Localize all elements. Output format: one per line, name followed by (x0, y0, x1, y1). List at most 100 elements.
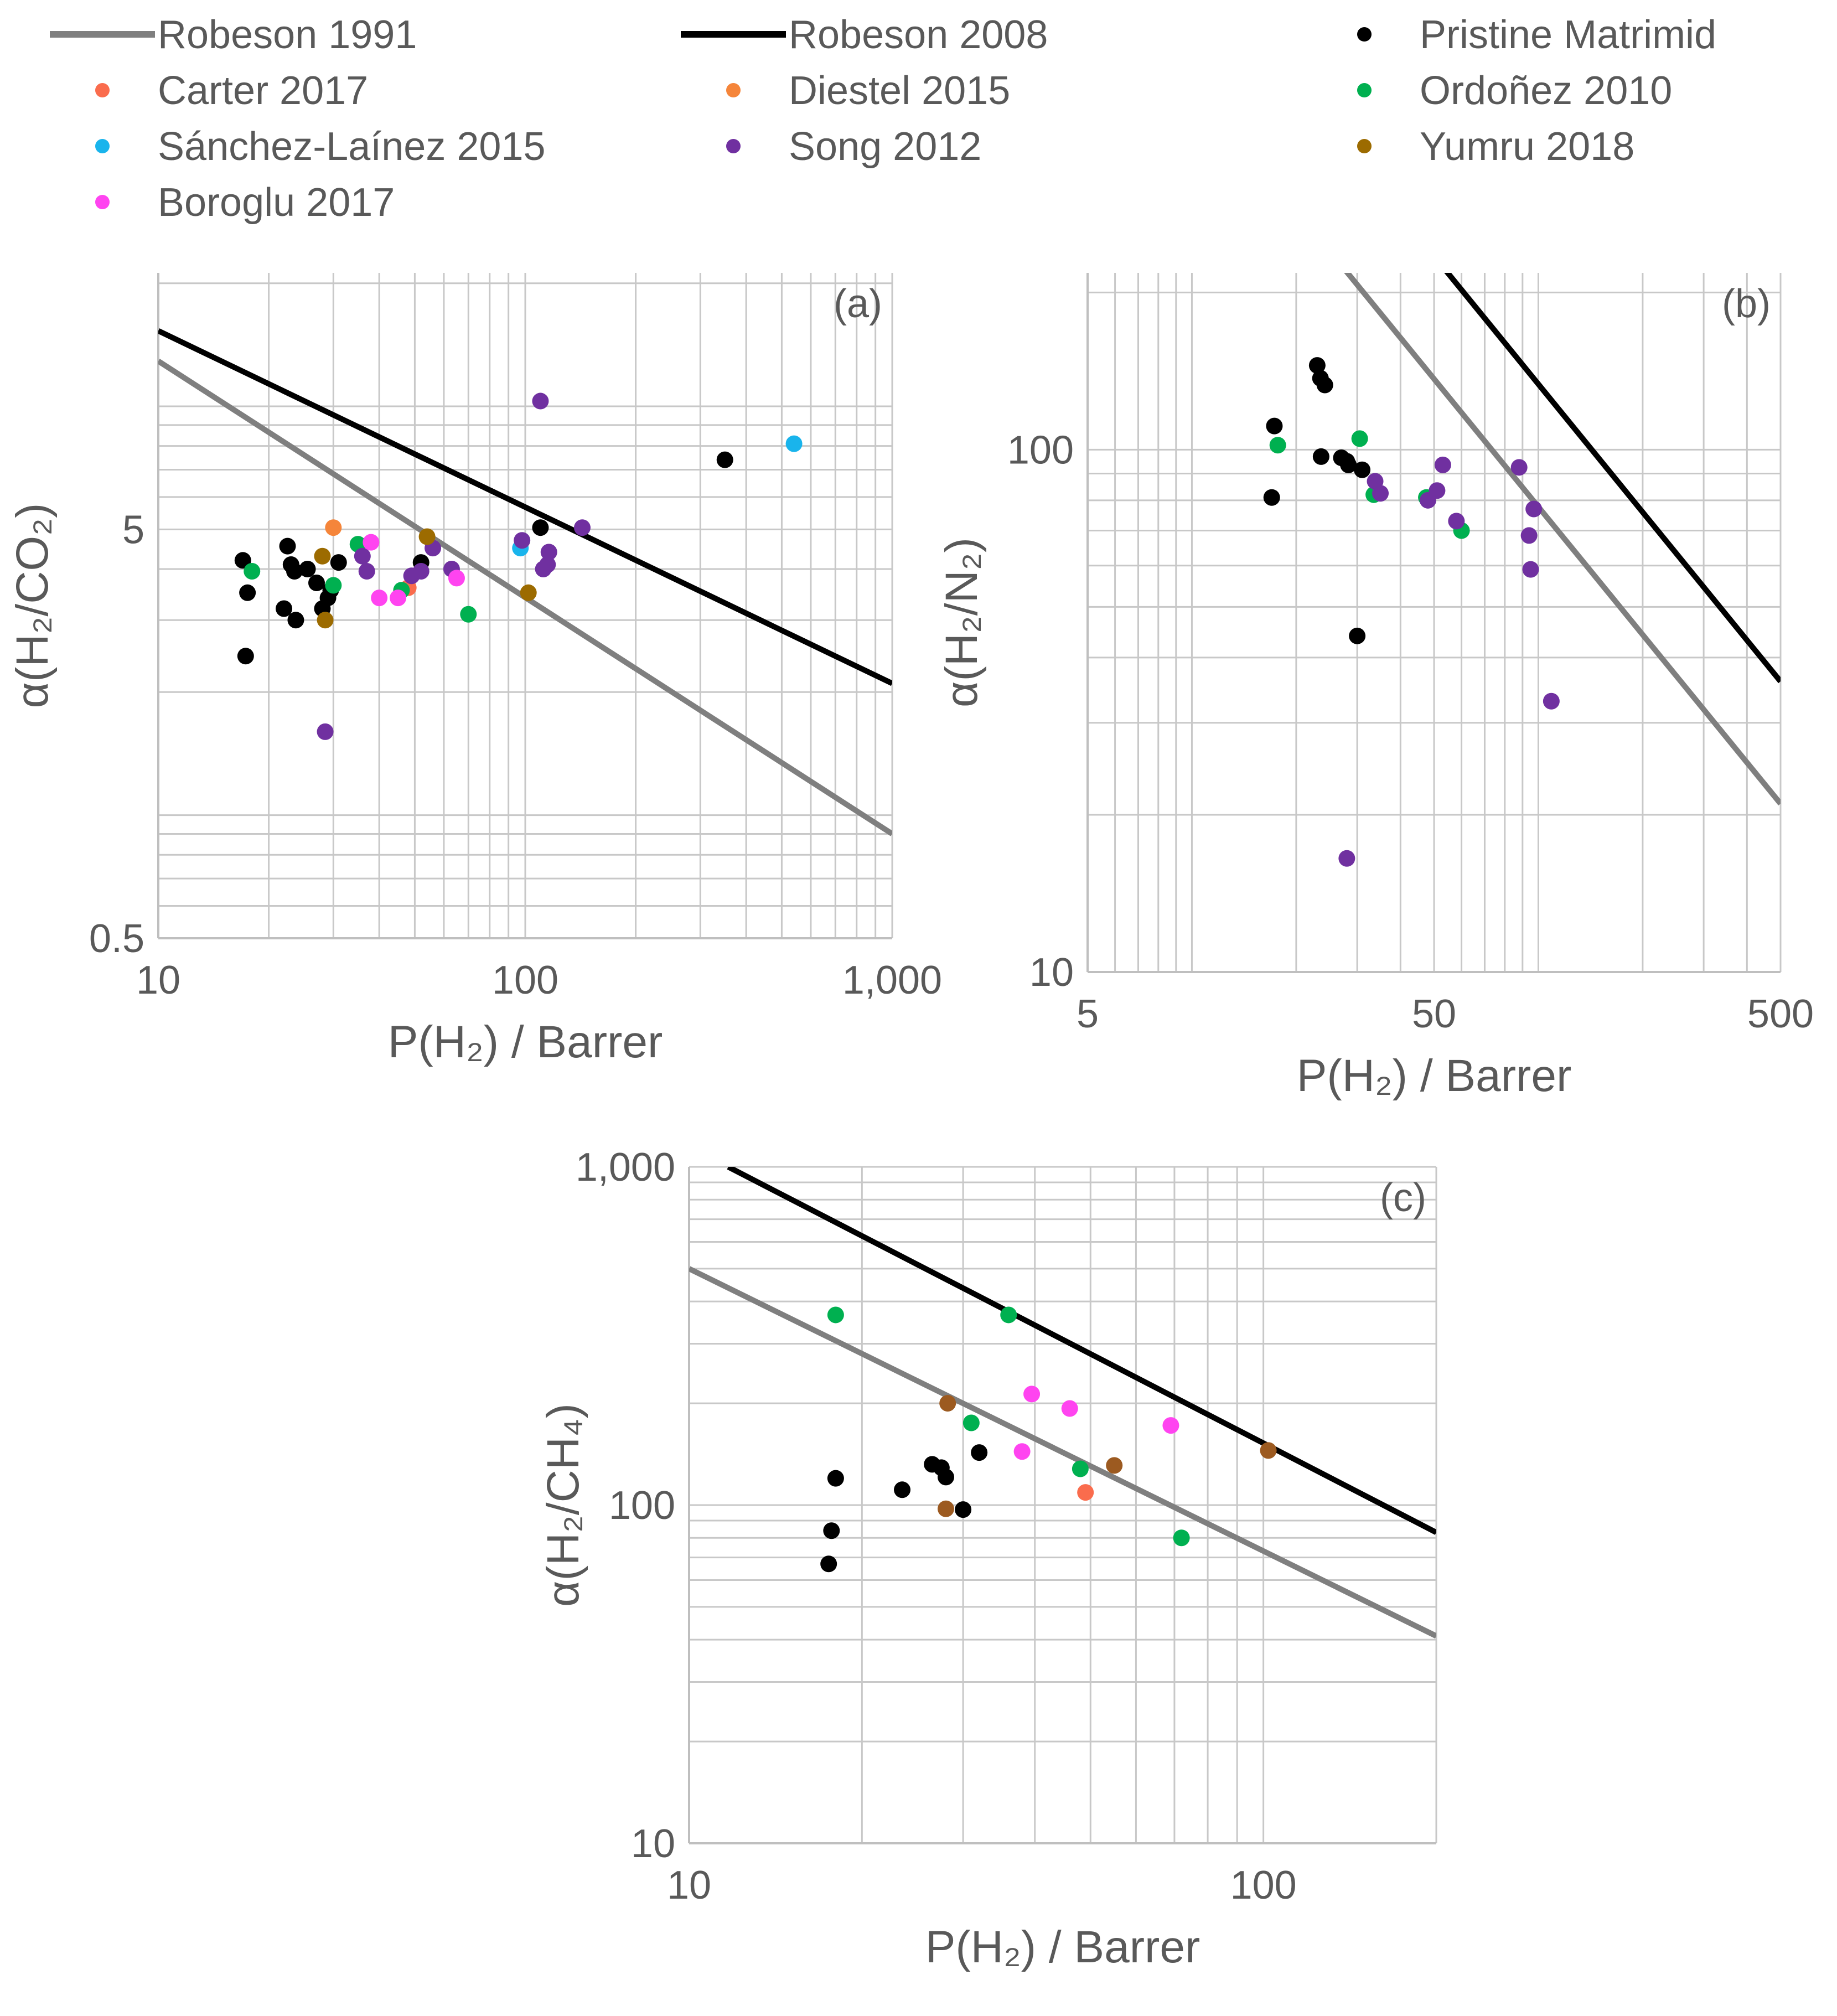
gridlines (157, 273, 893, 939)
upper-bound-line-robeson-2008 (158, 328, 892, 686)
data-point (1312, 448, 1329, 465)
data-point (514, 532, 531, 549)
data-point (1434, 456, 1451, 473)
data-point (330, 554, 347, 571)
legend: Robeson 1991 Robeson 2008 Pristine Matrimi… (50, 13, 1716, 225)
data-point (317, 723, 334, 740)
panel-label: (a) (834, 282, 882, 326)
legend-label-yumru-2018: Yumru 2018 (1420, 125, 1634, 169)
data-point (418, 528, 436, 545)
data-point (1023, 1386, 1041, 1403)
data-point (939, 1395, 956, 1412)
legend-swatch-diestel-2015 (726, 83, 741, 97)
series-yumru-2018 (314, 528, 537, 629)
legend-label-robeson-1991: Robeson 1991 (158, 13, 417, 57)
series-song-2012 (1338, 456, 1560, 867)
data-point (363, 534, 380, 551)
data-point (237, 648, 254, 665)
legend-swatch-yumru-2018 (1357, 139, 1372, 153)
data-point (1543, 692, 1560, 710)
data-point (325, 519, 342, 536)
legend-swatch-boroglu-2017 (95, 195, 110, 209)
y-tick-label: 10 (1029, 950, 1074, 995)
legend-label-ordonez-2010: Ordoñez 2010 (1420, 69, 1672, 113)
data-point (937, 1469, 954, 1486)
data-point (785, 435, 803, 452)
x-tick-label: 100 (492, 958, 558, 1002)
series-song-2012 (937, 1395, 1277, 1517)
y-tick-label: 1,000 (576, 1145, 675, 1190)
legend-swatch-pristine-matrimid (1357, 27, 1372, 42)
series-diestel-2015 (325, 519, 342, 536)
series-sanchez-lainez-2015 (512, 435, 803, 557)
data-point (532, 392, 549, 410)
series-boroglu-2017 (363, 534, 465, 607)
data-point (894, 1481, 911, 1498)
data-point (540, 544, 557, 561)
data-point (1269, 437, 1286, 454)
data-point (1372, 485, 1389, 502)
data-point (244, 562, 261, 580)
data-point (1349, 627, 1366, 644)
x-tick-label: 50 (1412, 992, 1456, 1036)
panel-b-h2-n2: 5 50 500 10 100 P(H₂) / Barrer α(H₂/N₂) (b) (936, 273, 1814, 1101)
series-pristine-matrimid (820, 1444, 988, 1573)
legend-label-diestel-2015: Diestel 2015 (789, 69, 1010, 113)
x-tick-label: 1,000 (842, 958, 942, 1002)
data-point (1162, 1417, 1179, 1434)
data-point (716, 451, 733, 468)
series-boroglu-2017 (1013, 1386, 1179, 1460)
legend-label-carter-2017: Carter 2017 (158, 69, 368, 113)
data-point (287, 612, 304, 629)
plot-area (1263, 273, 1781, 867)
data-point (1013, 1443, 1031, 1460)
legend-swatch-song-2012 (726, 139, 741, 153)
legend-label-pristine-matrimid: Pristine Matrimid (1420, 13, 1716, 57)
upper-bound-line-robeson-2008 (727, 1167, 1436, 1535)
legend-swatch-carter-2017 (95, 83, 110, 97)
data-point (412, 562, 430, 580)
data-point (390, 590, 407, 607)
y-axis-title: α(H₂/CH₄) (538, 1403, 588, 1607)
data-point (358, 562, 375, 580)
x-tick-label: 10 (667, 1863, 711, 1908)
data-point (971, 1444, 988, 1461)
data-point (955, 1501, 972, 1518)
y-tick-label: 0.5 (89, 917, 144, 961)
upper-bound-line-robeson-2008 (1444, 273, 1781, 684)
data-point (308, 574, 325, 591)
data-point (827, 1470, 844, 1487)
upper-bound-line-robeson-1991 (689, 1266, 1436, 1639)
data-point (354, 547, 371, 565)
data-point (1522, 561, 1539, 578)
data-point (937, 1500, 954, 1517)
data-point (1266, 417, 1283, 435)
data-point (1525, 500, 1543, 518)
legend-label-boroglu-2017: Boroglu 2017 (158, 180, 395, 225)
data-point (1354, 461, 1371, 478)
y-tick-label: 100 (1007, 428, 1074, 472)
data-point (1308, 357, 1326, 374)
series-carter-2017 (1077, 1484, 1094, 1501)
data-point (1429, 482, 1446, 499)
series-song-2012 (317, 392, 591, 740)
y-axis-title: α(H₂/N₂) (936, 537, 987, 707)
data-point (1340, 456, 1357, 473)
x-tick-label: 100 (1230, 1863, 1297, 1908)
data-point (1510, 459, 1528, 476)
plot-area (689, 1167, 1436, 1639)
series-pristine-matrimid (1263, 357, 1371, 644)
data-point (299, 560, 316, 577)
x-axis-title: P(H₂) / Barrer (1297, 1051, 1572, 1101)
data-point (823, 1522, 840, 1539)
x-axis-title: P(H₂) / Barrer (388, 1017, 663, 1067)
x-tick-label: 5 (1077, 992, 1099, 1036)
data-point (1338, 850, 1355, 867)
data-point (1106, 1457, 1123, 1474)
y-tick-label: 5 (122, 508, 144, 552)
data-point (1000, 1306, 1017, 1324)
data-point (827, 1306, 844, 1324)
data-point (1061, 1400, 1078, 1417)
data-point (532, 519, 549, 536)
